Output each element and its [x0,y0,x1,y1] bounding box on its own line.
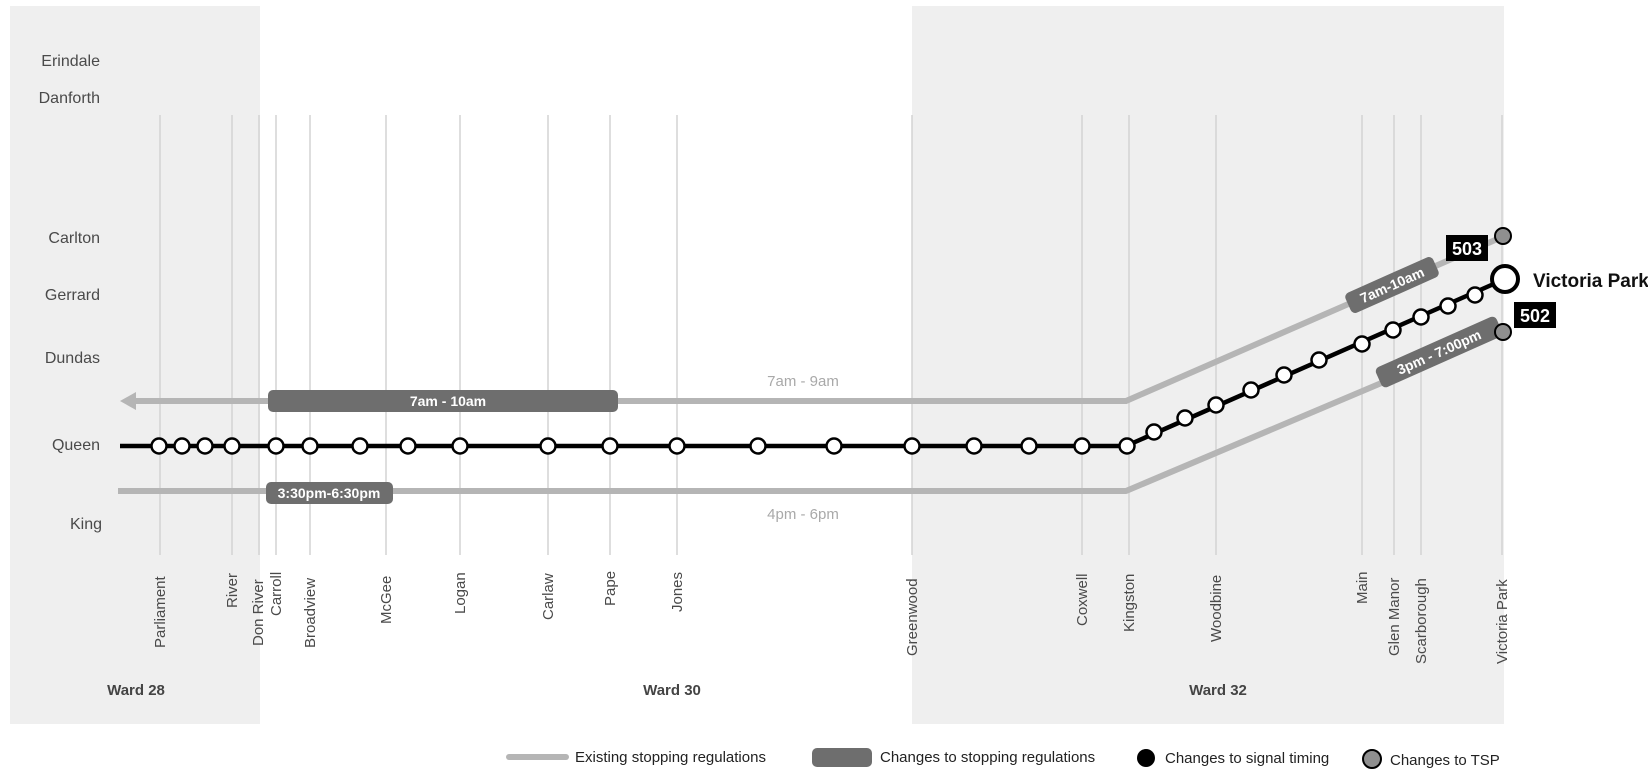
cross-street-label: Carroll [268,572,285,616]
signal-stop [196,437,214,455]
ward-28-band [10,6,260,724]
legend-tsp-swatch [1362,749,1382,769]
signal-stop [173,437,191,455]
cross-street-labels: Parliament River Don River Carroll Broad… [152,571,1511,664]
change-band-north [268,390,618,412]
signal-stop [1384,321,1402,339]
signal-stop [1118,437,1136,455]
street-label-dundas: Dundas [45,350,100,367]
cross-street-label: Woodbine [1208,575,1225,642]
ward-label-32: Ward 32 [1189,682,1247,699]
signal-stop [1310,351,1328,369]
street-label-queen: Queen [52,437,100,454]
signal-stop [301,437,319,455]
signal-stop [223,437,241,455]
tsp-stop-503 [1494,227,1512,245]
signal-stop [1466,286,1484,304]
street-label-danforth: Danforth [39,90,100,107]
signal-stop [1412,308,1430,326]
signal-stop [351,437,369,455]
ward-label-30: Ward 30 [643,682,701,699]
cross-street-label: Pape [602,571,619,606]
legend-changes-swatch [812,748,872,767]
cross-street-label: Glen Manor [1386,578,1403,656]
cross-street-label: Don River [250,579,267,646]
cross-street-label: Main [1354,571,1371,604]
signal-stop [1073,437,1091,455]
signal-stop [539,437,557,455]
change-band-south [266,482,393,504]
signal-stop [965,437,983,455]
street-label-carlton: Carlton [48,230,100,247]
change-band-south-label: 3:30pm-6:30pm [278,485,381,501]
signal-stop [1439,297,1457,315]
route-502-label: 502 [1520,306,1550,326]
signal-stop [825,437,843,455]
legend: Existing stopping regulations Changes to… [506,748,1500,769]
legend-changes-label: Changes to stopping regulations [880,749,1095,766]
signal-stop [267,437,285,455]
terminus-label: Victoria Park [1533,271,1648,292]
route-503-badge [1446,235,1488,261]
cross-street-label: Jones [669,572,686,612]
signal-stop [903,437,921,455]
cross-street-label: Logan [452,572,469,614]
tsp-stop-502 [1494,323,1512,341]
cross-street-label: Victoria Park [1494,579,1511,664]
ward-label-28: Ward 28 [107,682,165,699]
signal-stop [451,437,469,455]
south-times-label: 4pm - 6pm [767,506,839,523]
signal-stop [1242,381,1260,399]
route-503-label: 503 [1452,239,1482,259]
signal-stop [1145,423,1163,441]
north-times-label: 7am - 9am [767,373,839,390]
legend-signal-swatch [1137,749,1155,767]
signal-stop [668,437,686,455]
street-label-erindale: Erindale [41,53,100,70]
cross-street-label: Coxwell [1074,573,1091,626]
signal-stop [601,437,619,455]
signal-stops [150,286,1484,455]
cross-street-label: Carlaw [540,573,557,620]
terminus-stop [1490,264,1520,294]
cross-street-gridlines [159,115,1503,555]
change-band-north-label: 7am - 10am [410,393,486,409]
legend-existing-label: Existing stopping regulations [575,749,766,766]
cross-street-label: Scarborough [1413,578,1430,664]
signal-stop [1020,437,1038,455]
signal-stop [1353,335,1371,353]
change-band-kingston-south [1375,316,1503,388]
street-label-king: King [70,516,102,533]
route-502-badge [1514,302,1556,328]
legend-signal-label: Changes to signal timing [1165,750,1329,767]
signal-stop [150,437,168,455]
cross-street-label: McGee [378,576,395,624]
cross-street-label: River [224,573,241,608]
arrow-west-icon [120,392,136,410]
signal-stop [1275,366,1293,384]
street-label-gerrard: Gerrard [45,287,100,304]
legend-tsp-label: Changes to TSP [1390,752,1500,769]
signal-stop [1176,409,1194,427]
signal-stop [749,437,767,455]
cross-street-label: Greenwood [904,578,921,656]
existing-line-south [118,329,1504,494]
cross-street-label: Kingston [1121,574,1138,632]
signal-stop [1207,396,1225,414]
signal-stop [399,437,417,455]
cross-street-label: Broadview [302,578,319,648]
change-band-kingston-north [1345,257,1439,313]
cross-street-label: Parliament [152,575,169,648]
